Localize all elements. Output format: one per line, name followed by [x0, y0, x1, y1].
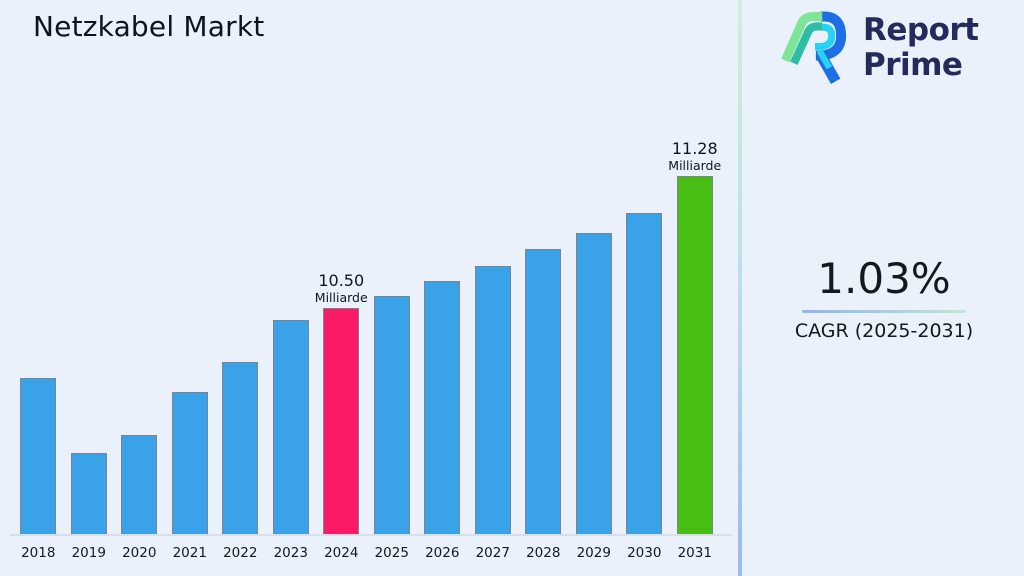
page-title: Netzkabel Markt — [33, 10, 265, 43]
value-number-2031: 11.28 — [671, 139, 718, 159]
bar-2019 — [70, 453, 107, 535]
x-tick-2021: 2021 — [172, 545, 207, 561]
x-tick-2025: 2025 — [374, 545, 409, 561]
x-tick-2018: 2018 — [21, 545, 56, 561]
cagr-panel: 1.03% CAGR (2025-2031) — [789, 254, 979, 343]
report-prime-logo: Report Prime — [779, 8, 979, 88]
bar-column-2029: 2029 — [569, 0, 620, 561]
bar-column-2023: 2023 — [266, 0, 317, 561]
report-prime-logo-icon — [781, 11, 847, 84]
bar-column-2025: 2025 — [367, 0, 418, 561]
value-label-2024: 10.50 Milliarde — [281, 271, 401, 305]
bar-column-2031: 11.28 Milliarde 2031 — [668, 0, 721, 561]
cagr-label: CAGR (2025-2031) — [794, 320, 974, 343]
logo-word-report: Report — [863, 12, 979, 48]
logo-word-prime: Prime — [863, 47, 963, 83]
bar-columns: 2018 2019 2020 2021 2022 2023 10.50 Milliarde 20… — [13, 0, 721, 561]
x-axis-line — [10, 534, 732, 536]
cagr-value: 1.03% — [817, 254, 951, 303]
bar-column-2018: 2018 — [13, 0, 64, 561]
bar-column-2030: 2030 — [619, 0, 670, 561]
bar-column-2027: 2027 — [468, 0, 519, 561]
bar-column-2026: 2026 — [417, 0, 468, 561]
bar-column-2024: 10.50 Milliarde 2024 — [315, 0, 368, 561]
x-tick-2023: 2023 — [273, 545, 308, 561]
bar-2022 — [222, 362, 259, 535]
x-tick-2031: 2031 — [677, 545, 712, 561]
value-unit-2031: Milliarde — [668, 157, 722, 173]
value-label-2031: 11.28 Milliarde — [635, 139, 755, 173]
x-tick-2019: 2019 — [71, 545, 106, 561]
x-tick-2029: 2029 — [576, 545, 611, 561]
bar-column-2028: 2028 — [518, 0, 569, 561]
x-tick-2030: 2030 — [627, 545, 662, 561]
bar-2029 — [575, 233, 612, 535]
x-tick-2028: 2028 — [526, 545, 561, 561]
bar-2028 — [525, 249, 562, 535]
bar-2030 — [626, 213, 663, 535]
bar-2026 — [424, 281, 461, 535]
bar-2024 — [323, 308, 360, 535]
bar-2021 — [171, 392, 208, 535]
bar-2023 — [272, 320, 309, 535]
logo-wordmark: Report Prime — [863, 13, 979, 83]
x-tick-2026: 2026 — [425, 545, 460, 561]
bar-2031 — [676, 176, 713, 535]
x-tick-2022: 2022 — [223, 545, 258, 561]
bar-2020 — [121, 435, 158, 535]
bar-2025 — [373, 296, 410, 535]
x-tick-2024: 2024 — [324, 545, 359, 561]
x-tick-2020: 2020 — [122, 545, 157, 561]
bar-column-2022: 2022 — [215, 0, 266, 561]
bar-chart: 2018 2019 2020 2021 2022 2023 10.50 Milliarde 20… — [13, 0, 721, 561]
value-unit-2024: Milliarde — [314, 289, 368, 305]
vertical-divider — [738, 0, 742, 576]
bar-2018 — [20, 378, 57, 535]
bar-2027 — [474, 266, 511, 535]
value-number-2024: 10.50 — [318, 271, 365, 291]
bar-column-2021: 2021 — [165, 0, 216, 561]
bar-column-2020: 2020 — [114, 0, 165, 561]
cagr-underline — [802, 310, 966, 314]
x-tick-2027: 2027 — [475, 545, 510, 561]
bar-column-2019: 2019 — [64, 0, 115, 561]
